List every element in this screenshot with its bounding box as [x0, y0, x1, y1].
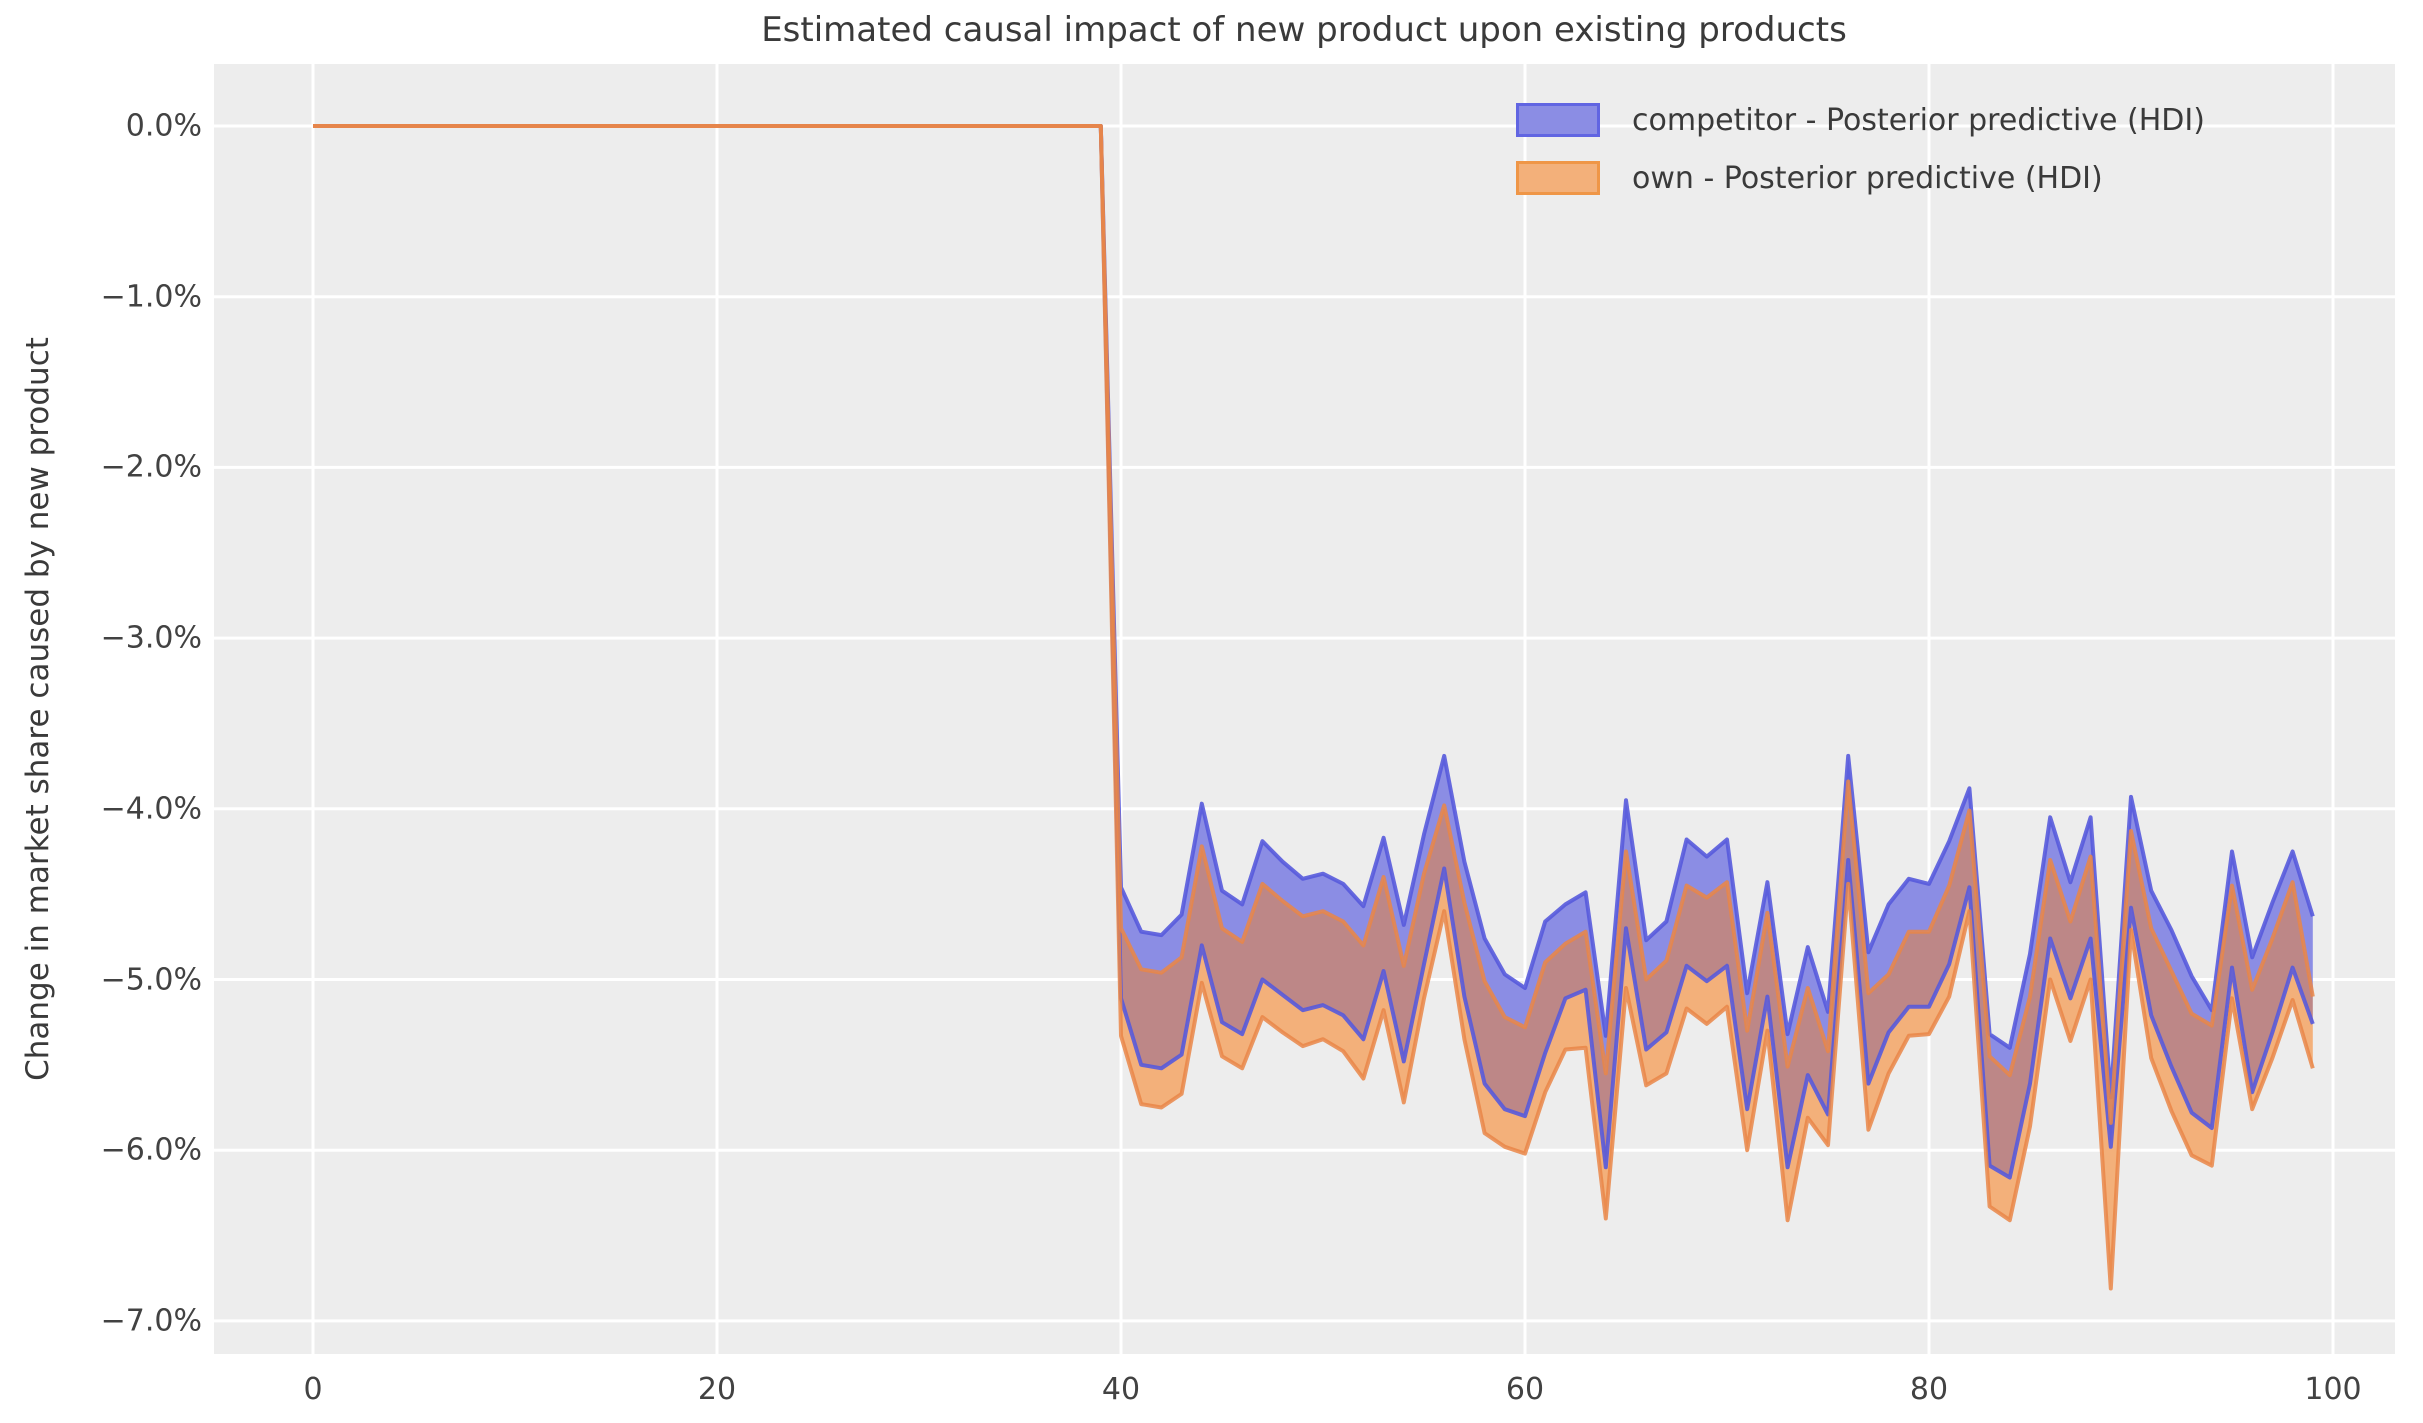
own-hdi-band — [313, 126, 2313, 1289]
y-tick-label: −4.0% — [100, 791, 202, 827]
x-tick-label: 40 — [1101, 1372, 1141, 1407]
y-tick-label: 0.0% — [125, 108, 202, 144]
y-tick-label: −6.0% — [100, 1132, 202, 1168]
y-tick-label: −1.0% — [100, 279, 202, 315]
y-tick-label: −5.0% — [100, 962, 202, 997]
legend-label-own: own - Posterior predictive (HDI) — [1632, 160, 2103, 196]
competitor-hdi-swatch — [1516, 103, 1600, 137]
y-tick-label: −7.0% — [100, 1303, 202, 1339]
x-tick-label: 100 — [2304, 1372, 2362, 1407]
own-lower-edge — [313, 124, 2315, 1291]
plot-background — [214, 64, 2395, 1354]
x-tick-label: 80 — [1909, 1372, 1949, 1407]
legend-item-competitor: competitor - Posterior predictive (HDI) — [1516, 102, 2205, 138]
chart-title: Estimated causal impact of new product u… — [761, 10, 1847, 50]
x-tick-label: 20 — [697, 1372, 737, 1407]
legend: competitor - Posterior predictive (HDI) … — [1516, 102, 2205, 220]
x-tick-label: 0 — [303, 1372, 323, 1407]
hdi-overlap-band — [313, 126, 2313, 1178]
y-axis-label: Change in market share caused by new pro… — [20, 337, 56, 1081]
legend-label-competitor: competitor - Posterior predictive (HDI) — [1632, 102, 2205, 138]
y-tick-label: −2.0% — [100, 449, 202, 485]
legend-item-own: own - Posterior predictive (HDI) — [1516, 160, 2205, 196]
own-hdi-swatch — [1516, 161, 1600, 195]
y-tick-label: −3.0% — [100, 620, 202, 656]
x-tick-label: 60 — [1505, 1372, 1545, 1407]
